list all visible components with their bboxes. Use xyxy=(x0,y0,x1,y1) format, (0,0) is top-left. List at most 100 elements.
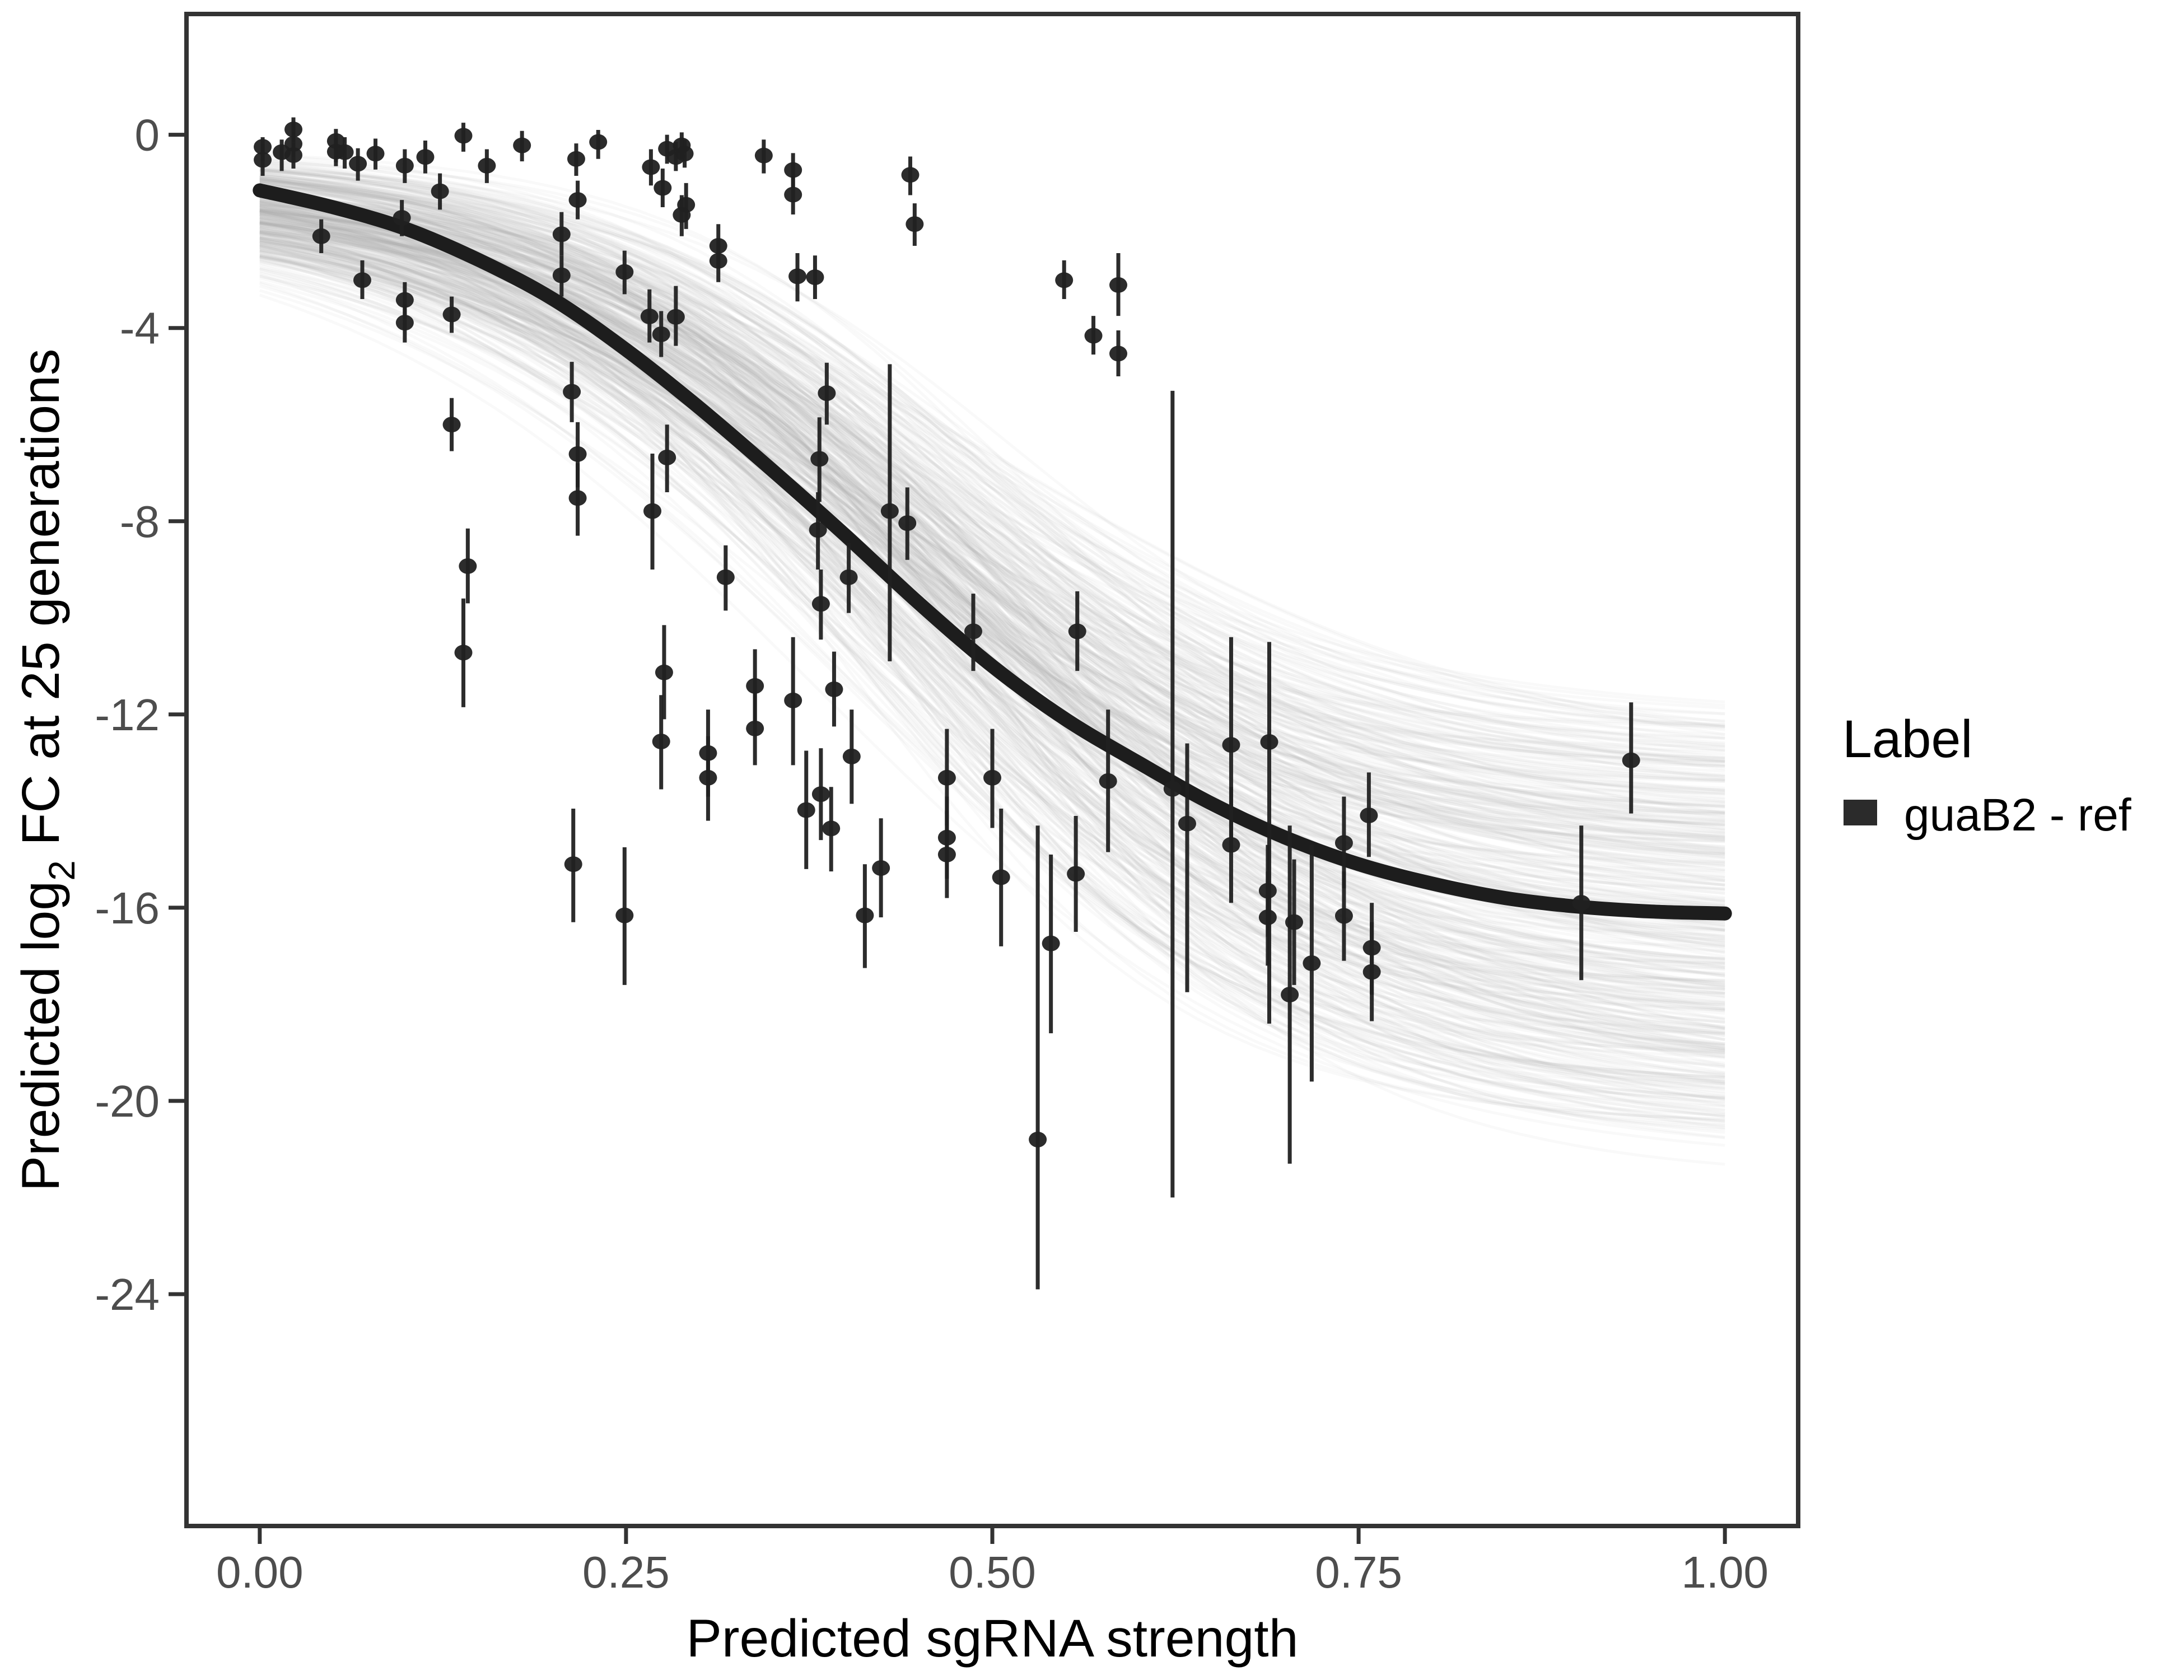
point-with-errorbar xyxy=(856,864,874,968)
posterior-draw xyxy=(259,196,1725,978)
data-point-dot xyxy=(615,907,634,923)
posterior-draw xyxy=(259,166,1725,1006)
posterior-draw xyxy=(259,190,1725,795)
posterior-draw xyxy=(259,204,1725,886)
point-with-errorbar xyxy=(788,253,807,302)
posterior-draw xyxy=(259,197,1725,864)
posterior-draw xyxy=(259,235,1725,807)
data-point-dot xyxy=(1067,866,1085,882)
point-with-errorbar xyxy=(353,260,371,299)
posterior-draw xyxy=(259,175,1725,983)
posterior-draw xyxy=(259,192,1725,1045)
point-with-errorbar xyxy=(1055,260,1074,299)
posterior-draw xyxy=(259,241,1725,815)
posterior-draw xyxy=(259,193,1725,823)
posterior-draw xyxy=(259,195,1725,763)
posterior-draw xyxy=(259,293,1725,1147)
posterior-draw xyxy=(259,161,1725,782)
posterior-draw xyxy=(259,230,1725,778)
posterior-draw xyxy=(259,179,1725,1085)
point-with-errorbar xyxy=(1084,316,1103,355)
posterior-draw xyxy=(259,218,1725,937)
point-with-errorbar xyxy=(564,809,582,922)
posterior-draw xyxy=(259,255,1725,826)
y-tick-label: -12 xyxy=(95,690,160,740)
posterior-draw xyxy=(259,169,1725,726)
posterior-draw xyxy=(259,183,1725,792)
posterior-draw xyxy=(259,237,1725,1029)
data-point-dot xyxy=(754,147,773,164)
posterior-draw xyxy=(259,255,1725,895)
posterior-draw xyxy=(259,206,1725,968)
posterior-draw xyxy=(259,231,1725,1046)
posterior-draw xyxy=(259,237,1725,878)
posterior-draw xyxy=(259,163,1725,804)
posterior-draw xyxy=(259,218,1725,835)
data-point-dot xyxy=(1068,623,1086,640)
posterior-draw xyxy=(259,183,1725,969)
data-point-dot xyxy=(906,216,924,232)
x-axis-title: Predicted sgRNA strength xyxy=(686,1609,1298,1668)
posterior-draw xyxy=(259,178,1725,1048)
point-with-errorbar xyxy=(366,138,385,170)
posterior-draw xyxy=(259,158,1725,773)
posterior-draw xyxy=(259,254,1725,989)
point-with-errorbar xyxy=(335,137,354,169)
posterior-draw xyxy=(259,203,1725,903)
posterior-draw xyxy=(259,209,1725,998)
posterior-draw xyxy=(259,204,1725,1059)
posterior-draw xyxy=(259,203,1725,755)
x-tick-label: 0.25 xyxy=(582,1547,670,1597)
posterior-draw xyxy=(259,211,1725,986)
point-with-errorbar xyxy=(442,398,461,451)
posterior-draw xyxy=(259,185,1725,792)
y-tick-label: -8 xyxy=(120,497,160,547)
data-point-dot xyxy=(454,128,473,144)
posterior-draw xyxy=(259,253,1725,748)
posterior-draw xyxy=(259,232,1725,1012)
point-with-errorbar xyxy=(395,149,414,183)
posterior-draw xyxy=(259,207,1725,815)
posterior-draw xyxy=(259,213,1725,851)
posterior-draw xyxy=(259,230,1725,969)
posterior-draw xyxy=(259,183,1725,838)
data-point-dot xyxy=(454,645,473,661)
point-with-errorbar xyxy=(563,362,581,422)
point-with-errorbar xyxy=(658,424,676,492)
point-with-errorbar xyxy=(654,169,672,208)
posterior-draw xyxy=(259,208,1725,827)
data-point-dot xyxy=(992,869,1010,885)
data-point-dot xyxy=(839,569,858,585)
posterior-draw xyxy=(259,176,1725,730)
posterior-draw xyxy=(259,255,1725,744)
data-point-dot xyxy=(1362,964,1381,980)
data-point-dot xyxy=(880,503,899,519)
posterior-draw xyxy=(259,274,1725,851)
x-tick-label: 0.75 xyxy=(1315,1547,1402,1597)
posterior-draw xyxy=(259,193,1725,1103)
posterior-draw xyxy=(259,193,1725,991)
posterior-draw xyxy=(259,260,1725,848)
posterior-draw xyxy=(259,220,1725,916)
posterior-draw xyxy=(259,153,1725,1034)
posterior-draw xyxy=(259,227,1725,827)
posterior-draw xyxy=(259,190,1725,724)
posterior-draw xyxy=(259,194,1725,800)
posterior-draw xyxy=(259,209,1725,1121)
data-point-dot xyxy=(1099,773,1117,789)
point-with-errorbar xyxy=(1572,825,1590,981)
point-with-errorbar xyxy=(784,637,802,766)
posterior-draw xyxy=(259,248,1725,947)
data-point-dot xyxy=(937,846,956,862)
point-with-errorbar xyxy=(652,695,670,790)
data-point-dot xyxy=(901,167,920,183)
posterior-draw xyxy=(259,186,1725,768)
posterior-draw xyxy=(259,214,1725,809)
data-point-dot xyxy=(366,146,385,162)
point-with-errorbar xyxy=(513,130,531,162)
posterior-draw xyxy=(259,221,1725,960)
posterior-draw xyxy=(259,217,1725,1029)
posterior-draw xyxy=(259,170,1725,740)
posterior-draw xyxy=(259,182,1725,955)
posterior-draw xyxy=(259,217,1725,768)
